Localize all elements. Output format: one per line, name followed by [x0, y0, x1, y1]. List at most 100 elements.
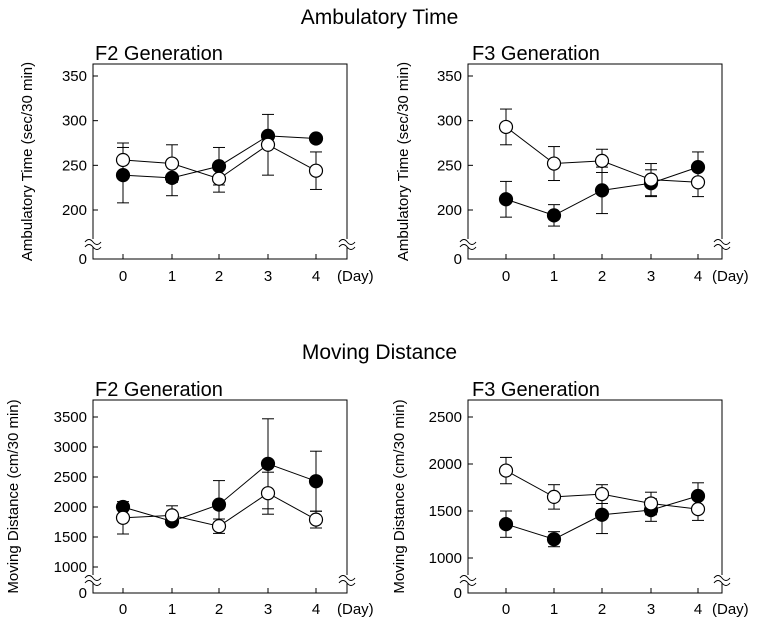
axis-break-gap	[461, 239, 475, 247]
filled-series-point	[546, 208, 562, 223]
open-series-point	[308, 512, 324, 527]
x-tick-label: 1	[168, 268, 176, 285]
open-series-point	[690, 502, 706, 517]
y-tick-label: 0	[79, 251, 87, 268]
open-series-point	[115, 152, 131, 168]
y-axis-label: Ambulatory Time (sec/30 min)	[19, 62, 36, 261]
y-tick-label: 2000	[54, 499, 87, 516]
y-tick-label: 3000	[54, 439, 87, 456]
y-tick-label: 2000	[429, 456, 462, 473]
axis-break-mark	[84, 244, 102, 250]
y-axis-label: Ambulatory Time (sec/30 min)	[395, 62, 412, 261]
y-axis-label: Moving Distance (cm/30 min)	[391, 399, 408, 593]
open-series-point	[546, 156, 562, 171]
x-axis-label: (Day)	[337, 268, 374, 285]
chart-panel-3: F2 Generation Moving Distance (cm/30 min)…	[5, 379, 374, 618]
x-tick-label: 4	[694, 601, 702, 618]
panel-title: F2 Generation	[95, 43, 223, 65]
chart-panel-1: F2 Generation Ambulatory Time (sec/30 min…	[19, 43, 374, 285]
y-tick-label: 2500	[429, 409, 462, 426]
panel-title: F3 Generation	[472, 43, 600, 65]
plot-frame	[467, 399, 723, 594]
x-tick-label: 4	[694, 268, 702, 285]
axis-break-mark	[338, 575, 356, 581]
axis-break-mark	[459, 575, 477, 581]
y-tick-label: 1000	[429, 550, 462, 567]
y-tick-label: 300	[62, 113, 87, 130]
y-tick-label: 350	[437, 68, 462, 85]
open-series-point	[164, 156, 180, 171]
chart-panel-4: F3 Generation Moving Distance (cm/30 min)…	[391, 379, 749, 618]
open-series-point	[643, 172, 659, 187]
x-tick-label: 0	[502, 601, 510, 618]
axis-break-mark	[459, 580, 477, 586]
open-series-point	[260, 486, 276, 501]
filled-series-point	[211, 497, 227, 512]
filled-series-point	[498, 192, 514, 207]
axis-break-gap	[340, 239, 354, 247]
filled-series-point	[690, 160, 706, 175]
axis-break-gap	[715, 239, 729, 247]
x-tick-label: 4	[312, 601, 320, 618]
open-series-point	[690, 175, 706, 190]
axis-break-mark	[338, 580, 356, 586]
x-tick-label: 1	[168, 601, 176, 618]
y-axis-label: Moving Distance (cm/30 min)	[5, 399, 22, 593]
y-tick-label: 3500	[54, 409, 87, 426]
filled-series-point	[260, 456, 276, 471]
filled-series-point	[594, 507, 610, 522]
y-tick-label: 250	[62, 157, 87, 174]
open-series-point	[308, 163, 324, 178]
x-tick-label: 0	[119, 601, 127, 618]
filled-series-point	[594, 183, 610, 198]
axis-break-gap	[340, 575, 354, 583]
y-tick-label: 1000	[54, 559, 87, 576]
x-tick-label: 1	[550, 601, 558, 618]
axis-break-gap	[715, 575, 729, 583]
filled-series-point	[308, 474, 324, 489]
axis-break-mark	[84, 580, 102, 586]
open-series-point	[164, 508, 180, 523]
y-tick-label: 1500	[54, 529, 87, 546]
y-tick-label: 0	[79, 585, 87, 602]
y-tick-label: 2500	[54, 469, 87, 486]
axis-break-mark	[713, 244, 731, 250]
panel-title: F2 Generation	[95, 379, 223, 401]
x-axis-label: (Day)	[712, 268, 749, 285]
open-series-point	[115, 510, 131, 525]
y-tick-label: 0	[454, 251, 462, 268]
filled-series-point	[164, 170, 180, 185]
x-tick-label: 3	[264, 268, 272, 285]
y-tick-label: 200	[437, 202, 462, 219]
open-series-point	[594, 486, 610, 502]
open-series-point	[546, 489, 562, 504]
axis-break-mark	[84, 575, 102, 581]
open-series-point	[211, 519, 227, 534]
x-axis-label: (Day)	[712, 601, 749, 618]
x-tick-label: 0	[502, 268, 510, 285]
filled-series-point	[308, 131, 324, 146]
open-series-point	[643, 496, 659, 511]
x-tick-label: 2	[598, 268, 606, 285]
open-series-point	[594, 153, 610, 168]
open-series-point	[498, 119, 514, 135]
axis-break-gap	[86, 239, 100, 247]
y-tick-label: 0	[454, 585, 462, 602]
y-tick-label: 200	[62, 202, 87, 219]
open-series-point	[260, 137, 276, 152]
axis-break-mark	[713, 575, 731, 581]
x-tick-label: 3	[647, 268, 655, 285]
axis-break-mark	[338, 244, 356, 250]
open-series-point	[498, 463, 514, 478]
axis-break-mark	[713, 580, 731, 586]
y-tick-label: 250	[437, 157, 462, 174]
axis-break-mark	[459, 239, 477, 245]
axis-break-gap	[461, 575, 475, 583]
x-tick-label: 2	[215, 268, 223, 285]
axis-break-gap	[86, 575, 100, 583]
panel-title: F3 Generation	[472, 379, 600, 401]
filled-series-point	[690, 488, 706, 504]
moving-distance-title: Moving Distance	[301, 341, 458, 364]
axis-break-mark	[459, 244, 477, 250]
